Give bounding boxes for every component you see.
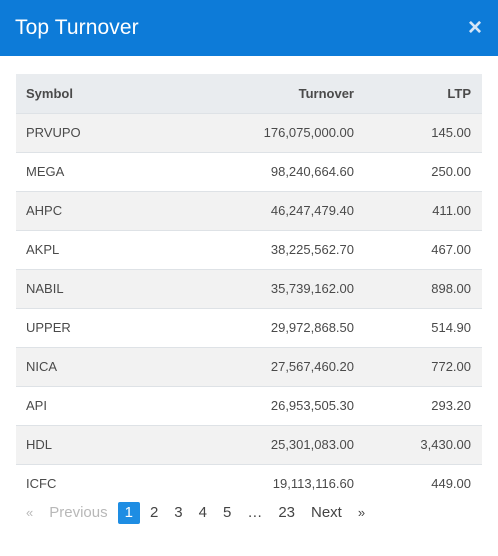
symbol-cell[interactable]: NABIL — [26, 281, 64, 296]
modal-header: Top Turnover × — [0, 0, 498, 56]
next-chevron-icon[interactable]: » — [357, 505, 366, 520]
table-header-row: Symbol Turnover LTP — [16, 74, 482, 113]
symbol-cell[interactable]: ICFC — [26, 476, 57, 492]
next-page-link[interactable]: Next — [311, 504, 342, 521]
table-row: AHPC 46,247,479.40 411.00 — [16, 191, 482, 230]
symbol-cell[interactable]: UPPER — [26, 320, 71, 335]
table-body: PRVUPO 176,075,000.00 145.00 MEGA 98,240… — [16, 113, 482, 503]
close-icon[interactable]: × — [467, 14, 482, 41]
turnover-cell: 25,301,083.00 — [270, 437, 354, 452]
table-row: API 26,953,505.30 293.20 — [16, 386, 482, 425]
previous-page-link[interactable]: Previous — [49, 504, 108, 521]
turnover-cell: 27,567,460.20 — [270, 359, 354, 374]
ltp-cell: 467.00 — [431, 242, 471, 257]
ltp-column-header[interactable]: LTP — [447, 85, 471, 101]
turnover-column-header[interactable]: Turnover — [298, 85, 354, 101]
symbol-column-header[interactable]: Symbol — [26, 85, 73, 101]
ltp-cell: 250.00 — [431, 164, 471, 179]
turnover-cell: 98,240,664.60 — [270, 164, 354, 179]
pagination-ellipsis: … — [247, 504, 263, 521]
symbol-cell[interactable]: API — [26, 398, 47, 413]
turnover-cell: 26,953,505.30 — [270, 398, 354, 413]
symbol-cell[interactable]: NICA — [26, 359, 58, 374]
table-row: UPPER 29,972,868.50 514.90 — [16, 308, 482, 347]
turnover-cell: 38,225,562.70 — [270, 242, 354, 257]
turnover-table: Symbol Turnover LTP PRVUPO 176,075,000.0… — [16, 74, 482, 503]
symbol-cell[interactable]: AHPC — [26, 203, 63, 218]
symbol-cell[interactable]: PRVUPO — [26, 125, 81, 140]
table-row: MEGA 98,240,664.60 250.00 — [16, 152, 482, 191]
ltp-cell: 411.00 — [432, 203, 471, 218]
table-header: Symbol Turnover LTP — [16, 74, 482, 113]
turnover-cell: 19,113,116.60 — [272, 476, 354, 492]
table-row: NABIL 35,739,162.00 898.00 — [16, 269, 482, 308]
table-row: HDL 25,301,083.00 3,430.00 — [16, 425, 482, 464]
ltp-cell: 898.00 — [431, 281, 471, 296]
table-row: AKPL 38,225,562.70 467.00 — [16, 230, 482, 269]
symbol-cell[interactable]: MEGA — [26, 164, 65, 179]
page-link-2[interactable]: 2 — [149, 504, 159, 521]
table-row: PRVUPO 176,075,000.00 145.00 — [16, 113, 482, 152]
page-link-23[interactable]: 23 — [278, 504, 295, 521]
previous-chevron-icon: « — [26, 505, 34, 520]
page-link-5[interactable]: 5 — [222, 504, 232, 521]
turnover-cell: 46,247,479.40 — [270, 203, 354, 218]
turnover-table-wrapper: Symbol Turnover LTP PRVUPO 176,075,000.0… — [16, 74, 482, 503]
ltp-cell: 449.00 — [431, 476, 471, 492]
page-link-3[interactable]: 3 — [174, 504, 183, 521]
turnover-cell: 35,739,162.00 — [270, 281, 354, 296]
symbol-cell[interactable]: HDL — [26, 437, 53, 452]
turnover-cell: 29,972,868.50 — [270, 320, 354, 335]
modal-title: Top Turnover — [15, 16, 139, 39]
pagination: « Previous 1 2 3 4 5 … 23 Next » — [20, 502, 375, 524]
turnover-cell: 176,075,000.00 — [263, 125, 354, 140]
ltp-cell: 514.90 — [431, 320, 471, 335]
table-row: ICFC 19,113,116.60 449.00 — [16, 464, 482, 503]
page-link-1[interactable]: 1 — [117, 502, 140, 524]
ltp-cell: 145.00 — [431, 125, 471, 140]
ltp-cell: 293.20 — [431, 398, 471, 413]
table-row: NICA 27,567,460.20 772.00 — [16, 347, 482, 386]
symbol-cell[interactable]: AKPL — [26, 242, 60, 257]
ltp-cell: 772.00 — [431, 359, 471, 374]
ltp-cell: 3,430.00 — [420, 437, 471, 452]
page-link-4[interactable]: 4 — [198, 504, 207, 521]
